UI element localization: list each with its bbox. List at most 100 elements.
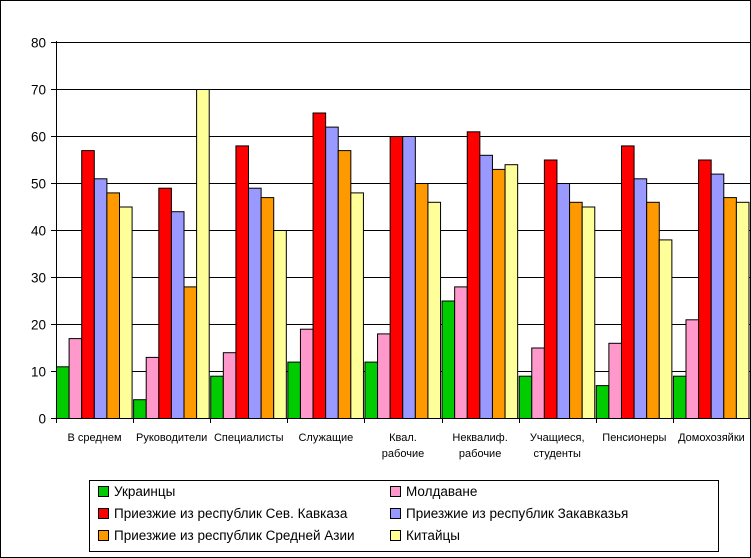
bar (414, 183, 429, 419)
bar (518, 375, 533, 420)
bar (299, 328, 314, 420)
bar (222, 352, 237, 420)
legend-swatch (390, 508, 401, 519)
bar (491, 168, 506, 419)
legend-item: Приезжие из республик Сев. Кавказа (98, 506, 347, 521)
bar (569, 201, 583, 419)
bar (504, 164, 519, 419)
legend-label: Приезжие из республик Закавказья (406, 506, 629, 521)
x-tick-label: Домохозяйки (678, 432, 745, 444)
legend-swatch (390, 486, 401, 497)
legend-label: Приезжие из республик Сев. Кавказа (114, 506, 348, 521)
x-tick-label: Пенсионеры (602, 432, 666, 444)
bar (119, 206, 133, 419)
y-tick-labels: 0 10 20 30 40 50 60 70 80 (31, 36, 46, 427)
bar (427, 201, 442, 419)
bar (210, 375, 224, 420)
legend-swatch (98, 508, 109, 519)
bar (196, 89, 210, 419)
bar (723, 197, 737, 419)
legend-item: Китайцы (390, 528, 460, 543)
bar (685, 319, 700, 419)
bar (389, 136, 404, 419)
y-tick-label: 10 (31, 365, 46, 380)
y-tick-label: 80 (31, 36, 46, 51)
legend-label: Китайцы (406, 528, 460, 543)
bar (556, 183, 571, 419)
legend-item: Приезжие из республик Средней Азии (98, 528, 355, 543)
bar (248, 187, 262, 419)
y-tick-label: 30 (31, 271, 46, 286)
legend-label: Приезжие из республик Средней Азии (114, 528, 355, 543)
bar (620, 145, 635, 419)
x-tick-label: Руководители (136, 432, 207, 444)
bar (337, 150, 352, 419)
bar (377, 333, 391, 419)
bar (183, 286, 198, 419)
x-tick-label: студенты (534, 448, 581, 460)
bar (608, 342, 622, 419)
bar (543, 159, 558, 419)
bar (364, 361, 379, 420)
bar (133, 399, 147, 420)
legend-item: Украинцы (98, 484, 175, 499)
x-tick-label: Служащие (298, 432, 353, 444)
bar (93, 178, 108, 419)
bar (595, 385, 610, 420)
x-tick-labels: В среднем Руководители Специалисты Служащие… (68, 432, 745, 460)
bar (106, 192, 121, 419)
bar (68, 338, 83, 420)
bar (402, 136, 416, 419)
bar (158, 187, 172, 419)
y-tick-label: 0 (38, 412, 46, 427)
x-tick-label: рабочие (459, 448, 501, 460)
bar (531, 347, 545, 419)
legend: Украинцы Молдаване Приезжие из республик С… (89, 480, 719, 552)
y-tick-label: 60 (31, 130, 46, 145)
bar (454, 286, 468, 419)
y-tick-label: 20 (31, 318, 46, 333)
legend-swatch (98, 530, 109, 541)
bar (441, 300, 456, 419)
bar (260, 197, 275, 419)
bar (698, 159, 712, 419)
bar (735, 201, 750, 419)
bar (581, 206, 596, 419)
bar (170, 211, 185, 419)
x-tick-label: Неквалиф. (452, 432, 507, 444)
bar (56, 366, 70, 419)
bar (287, 361, 301, 420)
x-tick-label: Квал. (389, 432, 417, 444)
legend-label: Украинцы (114, 484, 176, 499)
x-tick-label: В среднем (68, 432, 122, 444)
y-tick-label: 50 (31, 177, 46, 192)
legend-swatch (98, 486, 109, 497)
axes (51, 41, 750, 423)
legend-item: Молдаване (390, 484, 477, 499)
bar (145, 356, 160, 419)
legend-label: Молдаване (406, 484, 478, 499)
bar (633, 178, 648, 419)
bar (466, 131, 481, 420)
x-tick-label: рабочие (382, 448, 424, 460)
bar-chart: 0 10 20 30 40 50 60 70 80 В среднем Руководители С… (31, 36, 750, 460)
bar (273, 230, 287, 419)
bar (235, 145, 250, 419)
bar (672, 375, 687, 420)
bar (350, 192, 364, 419)
y-tick-label: 40 (31, 224, 46, 239)
bar (325, 126, 339, 419)
legend-item: Приезжие из республик Закавказья (390, 506, 628, 521)
bar (658, 239, 673, 419)
bar (479, 154, 493, 420)
bars (56, 89, 750, 420)
bar (646, 201, 660, 419)
bar (81, 150, 95, 419)
bar (710, 173, 725, 419)
bar (312, 112, 327, 419)
legend-swatch (390, 530, 401, 541)
y-tick-label: 70 (31, 83, 46, 98)
x-tick-label: Учащиеся, (530, 432, 585, 444)
x-tick-label: Специалисты (214, 432, 284, 444)
